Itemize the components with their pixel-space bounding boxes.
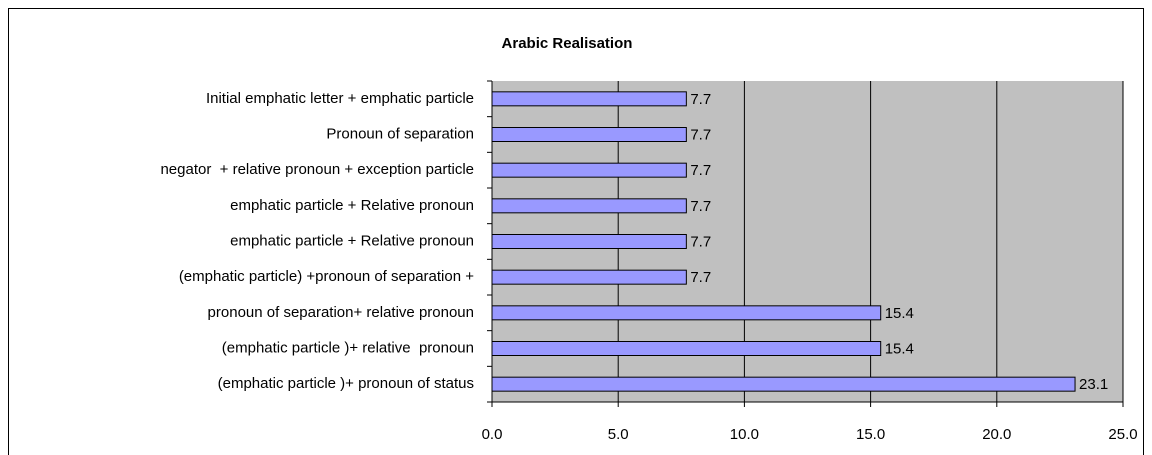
y-tick-label: negator + relative pronoun + exception p… (160, 161, 474, 178)
y-tick-label: (emphatic particle) +pronoun of separati… (179, 268, 474, 285)
bar (491, 376, 1076, 392)
y-tick-label: (emphatic particle )+ relative pronoun (222, 339, 474, 356)
data-label: 7.7 (690, 269, 711, 286)
bar (491, 269, 687, 285)
bar (491, 341, 882, 356)
x-tick-label: 20.0 (982, 426, 1011, 443)
x-tick-label: 15.0 (856, 426, 885, 443)
x-tick-label: 25.0 (1108, 426, 1137, 443)
bar (491, 305, 882, 321)
x-tick-label: 10.0 (730, 426, 759, 443)
y-tick-label: Pronoun of separation (326, 125, 474, 142)
chart-title: Arabic Realisation (502, 35, 633, 52)
bar (491, 91, 687, 107)
data-label: 7.7 (690, 91, 711, 108)
bar (491, 198, 687, 214)
y-tick-label: pronoun of separation+ relative pronoun (208, 304, 474, 321)
x-tick-label: 5.0 (608, 426, 629, 443)
data-label: 15.4 (885, 305, 914, 322)
bar (491, 127, 687, 142)
x-tick-label: 0.0 (482, 426, 503, 443)
data-label: 7.7 (690, 233, 711, 250)
data-label: 7.7 (690, 198, 711, 215)
bar (491, 162, 687, 178)
y-tick-label: Initial emphatic letter + emphatic parti… (206, 90, 474, 107)
y-tick-label: emphatic particle + Relative pronoun (230, 232, 474, 249)
data-label: 7.7 (690, 162, 711, 179)
y-tick-label: (emphatic particle )+ pronoun of status (218, 375, 474, 392)
y-tick-label: emphatic particle + Relative pronoun (230, 197, 474, 214)
data-label: 23.1 (1079, 376, 1108, 393)
data-label: 15.4 (885, 340, 914, 357)
data-label: 7.7 (690, 126, 711, 143)
bar (491, 234, 687, 249)
